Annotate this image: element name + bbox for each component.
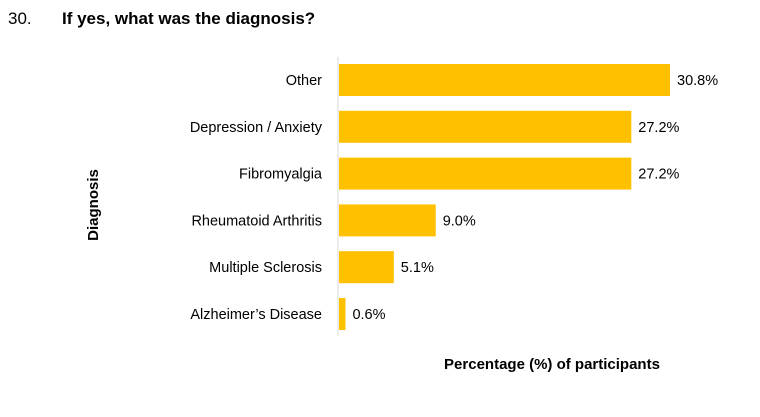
- data-label: 9.0%: [443, 213, 476, 229]
- data-label: 5.1%: [401, 260, 434, 276]
- data-label: 27.2%: [638, 167, 679, 183]
- bar: [339, 204, 436, 237]
- category-tick-label: Other: [286, 73, 322, 89]
- category-tick-label: Depression / Anxiety: [190, 120, 323, 136]
- bar: [339, 157, 632, 190]
- data-label: 27.2%: [638, 120, 679, 136]
- category-tick-label: Rheumatoid Arthritis: [191, 213, 322, 229]
- x-axis-title: Percentage (%) of participants: [444, 356, 660, 373]
- question-title: If yes, what was the diagnosis?: [62, 9, 316, 28]
- bar: [339, 298, 346, 330]
- question-number: 30.: [8, 9, 32, 28]
- bar: [339, 251, 394, 284]
- bar: [339, 64, 670, 96]
- category-tick-label: Fibromyalgia: [239, 167, 323, 183]
- category-tick-label: Alzheimer’s Disease: [190, 307, 322, 323]
- y-axis-title: Diagnosis: [85, 169, 102, 241]
- data-label: 0.6%: [352, 307, 385, 323]
- bar: [339, 110, 632, 143]
- bars-group: Other 30.8% Depression / Anxiety 27.2% Fibro…: [190, 64, 718, 330]
- category-tick-label: Multiple Sclerosis: [209, 260, 322, 276]
- data-label: 30.8%: [677, 73, 718, 89]
